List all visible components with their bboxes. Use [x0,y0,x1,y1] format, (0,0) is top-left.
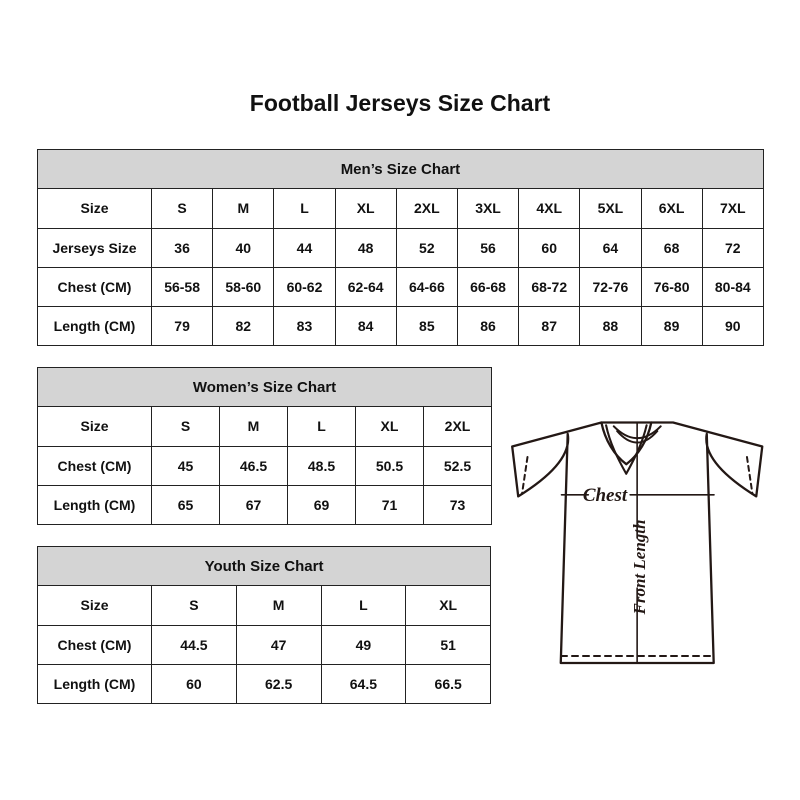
svg-text:Chest: Chest [583,485,628,506]
svg-text:Front Length: Front Length [630,520,649,616]
